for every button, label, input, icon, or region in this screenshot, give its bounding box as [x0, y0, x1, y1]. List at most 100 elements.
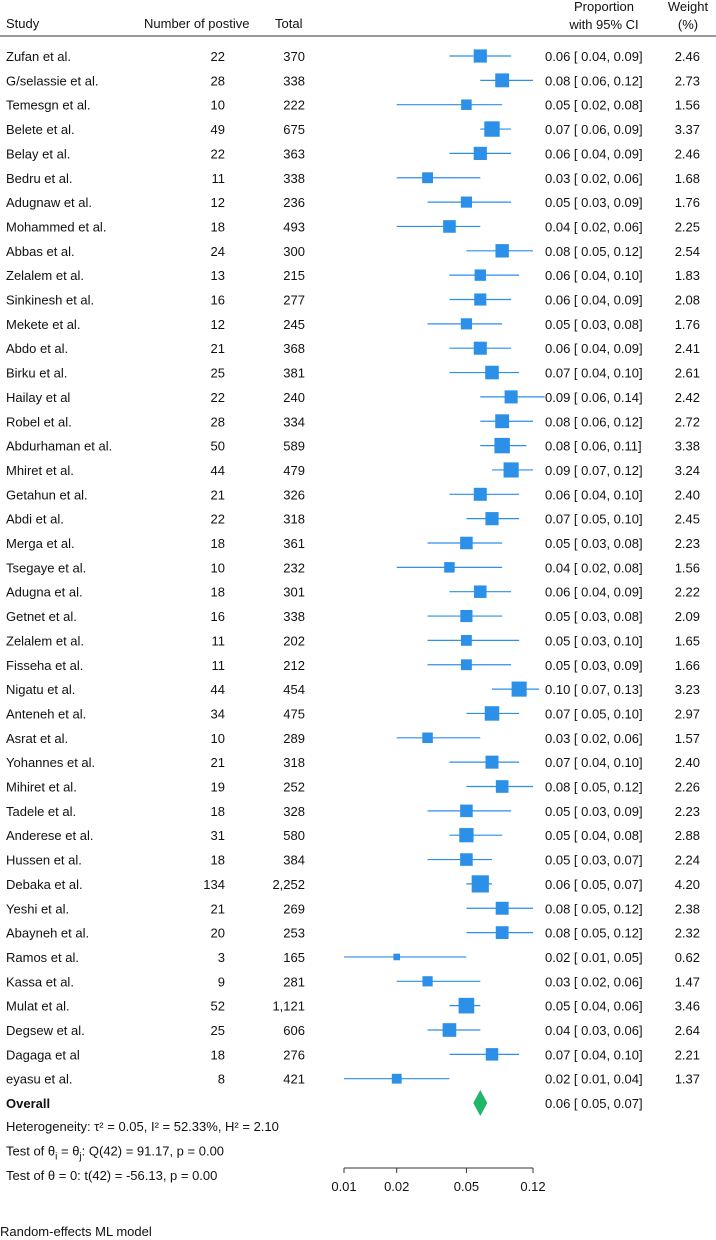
header-total: Total [275, 16, 303, 31]
study-name: Debaka et al. [6, 877, 83, 892]
study-ci-text: 0.08 [ 0.06, 0.12] [545, 414, 643, 429]
study-total: 289 [283, 731, 305, 746]
study-row: Asrat et al. 10 289 0.03 [ 0.02, 0.06] 1.57 [6, 731, 700, 746]
study-total: 454 [283, 682, 305, 697]
study-rows: Zufan et al. 22 370 0.06 [ 0.04, 0.09] 2.46 G… [6, 49, 700, 1087]
study-row: Yeshi et al. 21 269 0.08 [ 0.05, 0.12] 2.38 [6, 901, 700, 916]
study-total: 338 [283, 171, 305, 186]
study-weight: 2.41 [675, 341, 700, 356]
study-positive-count: 22 [211, 146, 225, 161]
study-positive-count: 9 [218, 974, 225, 989]
study-weight: 3.23 [675, 682, 700, 697]
study-point-marker [494, 437, 510, 454]
stat-text: Heterogeneity: τ² = 0.05, I² = 52.33%, H… [6, 1119, 279, 1134]
study-weight: 1.76 [675, 195, 700, 210]
study-row: Dagaga et al 18 276 0.07 [ 0.04, 0.10] 2.21 [6, 1047, 700, 1062]
study-point-marker [485, 755, 499, 769]
study-name: Tadele et al. [6, 804, 76, 819]
study-positive-count: 12 [211, 195, 225, 210]
study-positive-count: 22 [211, 390, 225, 405]
study-name: Anderese et al. [6, 828, 93, 843]
study-ci-text: 0.09 [ 0.07, 0.12] [545, 463, 643, 478]
study-positive-count: 21 [211, 901, 225, 916]
header-study: Study [6, 16, 40, 31]
study-total: 212 [283, 658, 305, 673]
study-positive-count: 44 [211, 463, 225, 478]
study-point-marker [495, 926, 509, 939]
overall-diamond [473, 1090, 488, 1117]
study-name: Hailay et al [6, 390, 70, 405]
study-positive-count: 19 [211, 780, 225, 795]
study-point-marker [484, 121, 500, 137]
study-total: 370 [283, 49, 305, 64]
study-row: Hailay et al 22 240 0.09 [ 0.06, 0.14] 2.42 [6, 390, 700, 405]
study-row: Mulat et al. 52 1,121 0.05 [ 0.04, 0.06] 3.4… [6, 997, 700, 1014]
study-name: Birku et al. [6, 366, 67, 381]
study-name: Dagaga et al [6, 1047, 80, 1062]
study-total: 580 [283, 828, 305, 843]
study-name: Ramos et al. [6, 950, 79, 965]
study-total: 301 [283, 585, 305, 600]
study-total: 253 [283, 926, 305, 941]
study-weight: 2.45 [675, 512, 700, 527]
x-tick-label: 0.05 [454, 1179, 479, 1194]
study-name: Tsegaye et al. [6, 560, 86, 575]
study-total: 493 [283, 219, 305, 234]
study-point-marker [474, 269, 486, 281]
study-point-marker [484, 706, 500, 721]
study-ci-text: 0.03 [ 0.02, 0.06] [545, 731, 643, 746]
column-headers: Study Number of postive Total Proportion… [6, 0, 708, 32]
study-total: 326 [283, 487, 305, 502]
study-name: Kassa et al. [6, 974, 74, 989]
study-ci-text: 0.05 [ 0.03, 0.09] [545, 804, 643, 819]
overall-row: Overall 0.06 [ 0.05, 0.07] [6, 1090, 643, 1117]
study-positive-count: 21 [211, 341, 225, 356]
study-positive-count: 44 [211, 682, 225, 697]
study-weight: 2.73 [675, 73, 700, 88]
study-ci-text: 0.06 [ 0.04, 0.09] [545, 293, 643, 308]
study-name: Robel et al. [6, 414, 72, 429]
study-row: Hussen et al. 18 384 0.05 [ 0.03, 0.07] 2.24 [6, 853, 700, 868]
study-row: Adugnaw et al. 12 236 0.05 [ 0.03, 0.09] 1.7… [6, 195, 700, 210]
study-ci-text: 0.06 [ 0.04, 0.09] [545, 585, 643, 600]
study-point-marker [471, 875, 489, 893]
test-statistics: Heterogeneity: τ² = 0.05, I² = 52.33%, H… [6, 1119, 279, 1183]
study-positive-count: 49 [211, 122, 225, 137]
study-row: Merga et al. 18 361 0.05 [ 0.03, 0.08] 2.23 [6, 536, 700, 551]
study-weight: 3.38 [675, 439, 700, 454]
study-point-marker [485, 1048, 499, 1061]
study-name: Anteneh et al. [6, 706, 86, 721]
study-point-marker [473, 487, 487, 501]
study-name: Adugnaw et al. [6, 195, 92, 210]
study-weight: 2.08 [675, 293, 700, 308]
study-ci-text: 0.05 [ 0.03, 0.08] [545, 609, 643, 624]
study-name: Degsew et al. [6, 1023, 85, 1038]
study-point-marker [444, 562, 455, 573]
study-row: G/selassie et al. 28 338 0.08 [ 0.06, 0.12]… [6, 73, 700, 88]
study-name: Abayneh et al. [6, 926, 89, 941]
study-row: Abbas et al. 24 300 0.08 [ 0.05, 0.12] 2.54 [6, 244, 700, 259]
study-row: Getnet et al. 16 338 0.05 [ 0.03, 0.08] 2.09 [6, 609, 700, 624]
study-ci-text: 0.02 [ 0.01, 0.05] [545, 950, 643, 965]
study-name: Belete et al. [6, 122, 75, 137]
study-positive-count: 16 [211, 293, 225, 308]
x-tick-label: 0.01 [331, 1179, 356, 1194]
study-name: Mulat et al. [6, 999, 70, 1014]
study-point-marker [460, 318, 472, 330]
header-weight: Weight [668, 0, 709, 14]
study-row: Mihiret et al. 19 252 0.08 [ 0.05, 0.12] 2.2… [6, 780, 700, 795]
study-weight: 1.65 [675, 633, 700, 648]
study-point-marker [422, 732, 433, 744]
study-positive-count: 25 [211, 1023, 225, 1038]
study-positive-count: 28 [211, 73, 225, 88]
study-name: Zelalem et al. [6, 268, 84, 283]
study-positive-count: 18 [211, 804, 225, 819]
study-ci-text: 0.06 [ 0.04, 0.10] [545, 268, 643, 283]
study-point-marker [460, 804, 473, 818]
study-row: Anderese et al. 31 580 0.05 [ 0.04, 0.08] 2.… [6, 828, 700, 843]
x-axis: 0.01 0.02 0.05 0.12 [331, 1167, 546, 1194]
study-positive-count: 28 [211, 414, 225, 429]
study-ci-text: 0.07 [ 0.04, 0.10] [545, 1047, 643, 1062]
study-row: Getahun et al. 21 326 0.06 [ 0.04, 0.10] 2.4… [6, 487, 700, 502]
study-ci-text: 0.07 [ 0.06, 0.09] [545, 122, 643, 137]
